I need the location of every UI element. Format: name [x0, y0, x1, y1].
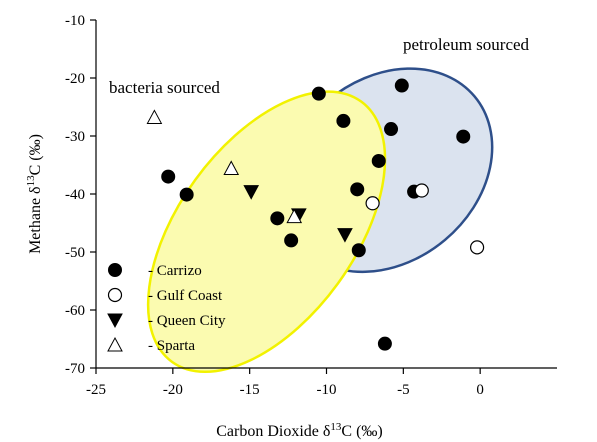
region-label: bacteria sourced [109, 78, 220, 97]
data-point-carrizo [456, 129, 471, 144]
region-label: petroleum sourced [403, 35, 530, 54]
data-point-gulf-coast [365, 196, 380, 211]
data-point-queen-city [337, 228, 353, 243]
axes: -10-20-30-40-50-60-70-25 -20 -15 -10 -5 0Carb… [25, 13, 557, 440]
data-point-gulf-coast [469, 240, 485, 255]
legend: - Carrizo - Gulf Coast - Queen City - Spart… [107, 263, 226, 354]
data-point-queen-city [243, 185, 260, 200]
legend-label: - Gulf Coast [148, 288, 223, 304]
region-layer: petroleum sourced bacteria sourced [109, 35, 530, 374]
x-tick-label: -20 [163, 382, 183, 398]
data-point-gulf-coast [414, 183, 429, 198]
legend-marker [107, 313, 123, 329]
data-point-carrizo [384, 122, 399, 137]
y-tick-label: -40 [65, 187, 85, 203]
data-point-carrizo [371, 153, 386, 168]
data-point-carrizo [284, 233, 299, 248]
data-point-carrizo [161, 169, 176, 184]
y-tick-label: -60 [65, 303, 85, 319]
y-tick-label: -70 [65, 361, 85, 377]
y-tick-label: -10 [65, 13, 85, 29]
data-point-carrizo [336, 113, 351, 128]
region-ellipse [146, 90, 387, 374]
legend-label: - Queen City [148, 313, 226, 329]
x-axis-title: Carbon Dioxide δ13C (‰) [216, 421, 383, 440]
x-tick-label: -25 [86, 382, 106, 398]
data-point-carrizo [350, 182, 365, 197]
y-axis-title: Methane δ13C (‰) [25, 134, 44, 254]
legend-marker [107, 287, 123, 303]
y-tick-label: -20 [65, 71, 85, 87]
data-point-carrizo [351, 243, 366, 258]
data-point-carrizo [394, 78, 409, 93]
data-point-carrizo [179, 187, 194, 202]
y-tick-label: -30 [65, 129, 85, 145]
data-point-carrizo [377, 336, 392, 351]
legend-marker [107, 336, 123, 352]
data-point-carrizo [311, 86, 326, 101]
data-points [146, 78, 485, 351]
y-tick-label: -50 [65, 245, 85, 261]
legend-label: - Sparta [148, 338, 195, 354]
legend-label: - Carrizo [148, 263, 202, 279]
data-point-carrizo [270, 211, 285, 226]
x-tick-label: -5 [397, 382, 410, 398]
data-point-sparta [286, 208, 303, 224]
x-tick-label: 0 [476, 382, 484, 398]
data-point-sparta [223, 160, 240, 175]
x-tick-label: -15 [240, 382, 260, 398]
data-point-sparta [146, 109, 163, 124]
legend-marker [108, 263, 122, 277]
x-tick-label: -10 [317, 382, 337, 398]
